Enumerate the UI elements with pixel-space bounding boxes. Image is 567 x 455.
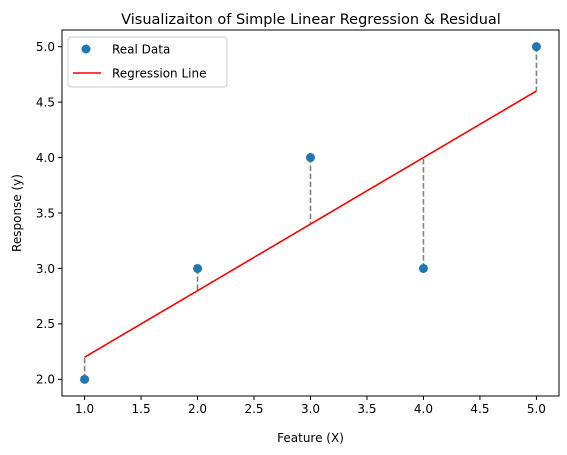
data-point [80,374,90,384]
x-tick-label: 5.0 [527,402,546,416]
residual-lines [83,46,538,380]
y-tick-label: 5.0 [36,40,55,54]
regression-line-layer [84,90,537,358]
y-tick-label: 4.0 [36,151,55,165]
y-tick-label: 3.5 [36,206,55,220]
legend-marker-real-data [81,44,91,54]
x-tick-label: 2.5 [244,402,263,416]
legend-label-regression-line: Regression Line [112,67,206,81]
x-tick-label: 3.0 [301,402,320,416]
legend-label-real-data: Real Data [112,43,170,57]
x-tick-label: 4.0 [414,402,433,416]
regression-line [84,90,537,358]
x-tick-label: 2.0 [188,402,207,416]
data-point [531,42,541,52]
data-point [193,263,203,273]
data-points [80,42,541,384]
x-axis-ticks: 1.0 1.5 2.0 2.5 3.0 3.5 4.0 4.5 5.0 [75,396,546,416]
x-tick-label: 1.0 [75,402,94,416]
x-tick-label: 1.5 [132,402,151,416]
y-tick-label: 4.5 [36,95,55,109]
y-axis-ticks: 2.0 2.5 3.0 3.5 4.0 4.5 5.0 [36,40,62,387]
legend-box [67,36,228,88]
data-point [306,153,315,163]
y-tick-label: 2.5 [36,317,55,331]
data-point [418,263,428,273]
legend: Real Data Regression Line [67,36,228,88]
x-tick-label: 4.5 [470,402,489,416]
y-tick-label: 2.0 [36,373,55,387]
y-tick-label: 3.0 [36,262,55,276]
chart-title: Visualizaiton of Simple Linear Regressio… [121,12,501,28]
x-axis-label: Feature (X) [277,431,344,445]
y-axis-label: Response (y) [10,174,24,252]
x-tick-label: 3.5 [357,402,376,416]
